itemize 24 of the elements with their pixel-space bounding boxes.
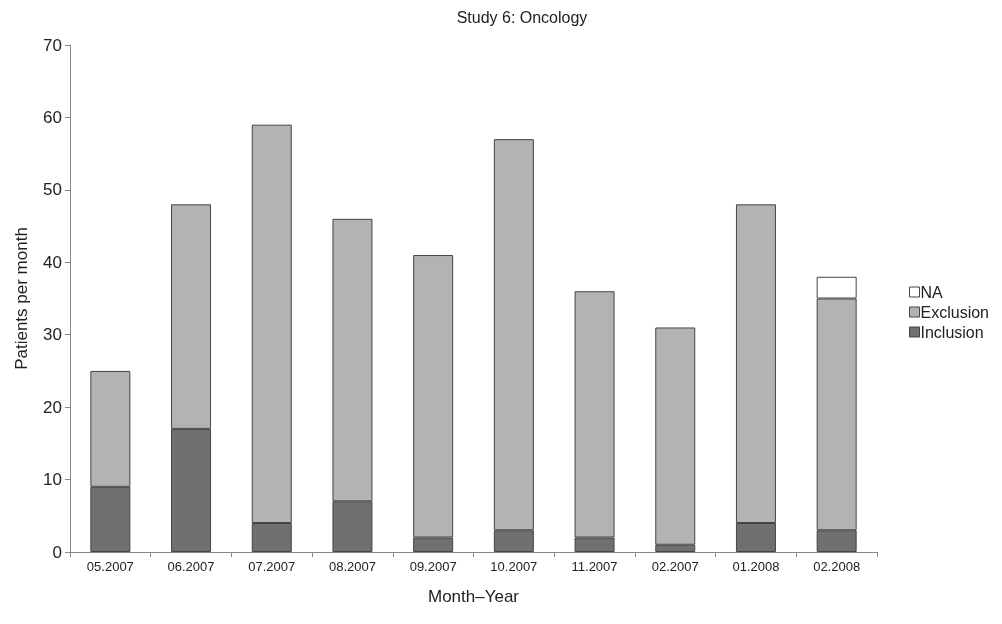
x-tick-label: 11.2007 <box>571 559 618 574</box>
x-tick-label: 10.2007 <box>490 559 538 574</box>
y-tick-label: 50 <box>43 180 62 200</box>
legend-label: Exclusion <box>920 303 990 321</box>
x-tick-label: 05.2007 <box>86 559 134 574</box>
chart-title: Study 6: Oncology <box>456 8 588 26</box>
y-tick-label: 70 <box>43 35 62 55</box>
y-tick-label: 60 <box>43 107 62 127</box>
y-tick-label: 10 <box>43 470 62 490</box>
y-tick-label: 20 <box>43 397 62 417</box>
x-tick-label: 01.2008 <box>732 559 780 574</box>
x-tick-label: 08.2007 <box>328 559 376 574</box>
x-tick-label: 09.2007 <box>409 559 457 574</box>
x-tick-label: 07.2007 <box>248 559 296 574</box>
x-tick-label: 06.2007 <box>167 559 215 574</box>
x-tick-label: 02.2007 <box>651 559 699 574</box>
y-axis-title: Patients per month <box>12 227 31 370</box>
legend-label: NA <box>920 283 944 301</box>
y-tick-label: 30 <box>43 325 62 345</box>
x-axis-title: Month–Year <box>427 587 520 606</box>
legend-label: Inclusion <box>920 323 984 341</box>
y-tick-label: 40 <box>43 252 62 272</box>
x-tick-label: 02.2008 <box>813 559 861 574</box>
y-tick-label: 0 <box>52 542 62 562</box>
